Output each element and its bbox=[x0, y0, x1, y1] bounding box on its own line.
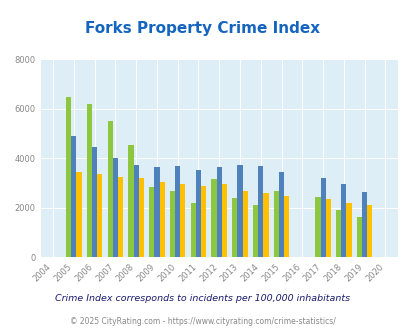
Bar bbox=[325, 199, 330, 257]
Bar bbox=[133, 165, 139, 257]
Bar bbox=[320, 178, 325, 257]
Bar bbox=[221, 184, 226, 257]
Bar bbox=[315, 197, 320, 257]
Text: Forks Property Crime Index: Forks Property Crime Index bbox=[85, 21, 320, 36]
Bar bbox=[356, 216, 361, 257]
Bar bbox=[335, 211, 341, 257]
Bar bbox=[66, 97, 71, 257]
Bar bbox=[200, 185, 206, 257]
Bar bbox=[252, 205, 258, 257]
Bar bbox=[92, 147, 97, 257]
Bar bbox=[107, 121, 113, 257]
Text: Crime Index corresponds to incidents per 100,000 inhabitants: Crime Index corresponds to incidents per… bbox=[55, 294, 350, 303]
Bar bbox=[273, 191, 278, 257]
Bar bbox=[232, 198, 237, 257]
Bar bbox=[278, 172, 284, 257]
Bar bbox=[149, 187, 154, 257]
Bar bbox=[341, 184, 345, 257]
Bar bbox=[242, 191, 247, 257]
Bar bbox=[263, 193, 268, 257]
Bar bbox=[237, 165, 242, 257]
Bar bbox=[190, 203, 195, 257]
Text: © 2025 CityRating.com - https://www.cityrating.com/crime-statistics/: © 2025 CityRating.com - https://www.city… bbox=[70, 317, 335, 326]
Bar bbox=[113, 158, 118, 257]
Bar bbox=[76, 172, 81, 257]
Bar bbox=[284, 195, 289, 257]
Bar bbox=[175, 166, 180, 257]
Bar bbox=[345, 203, 351, 257]
Bar bbox=[87, 104, 92, 257]
Bar bbox=[361, 192, 367, 257]
Bar bbox=[97, 175, 102, 257]
Bar bbox=[128, 145, 133, 257]
Bar bbox=[159, 182, 164, 257]
Bar bbox=[258, 166, 263, 257]
Bar bbox=[216, 167, 221, 257]
Bar bbox=[180, 184, 185, 257]
Bar bbox=[154, 167, 159, 257]
Bar bbox=[367, 205, 371, 257]
Bar bbox=[118, 177, 123, 257]
Bar bbox=[211, 180, 216, 257]
Bar bbox=[71, 136, 76, 257]
Bar bbox=[195, 170, 200, 257]
Bar bbox=[139, 178, 144, 257]
Bar bbox=[169, 191, 175, 257]
